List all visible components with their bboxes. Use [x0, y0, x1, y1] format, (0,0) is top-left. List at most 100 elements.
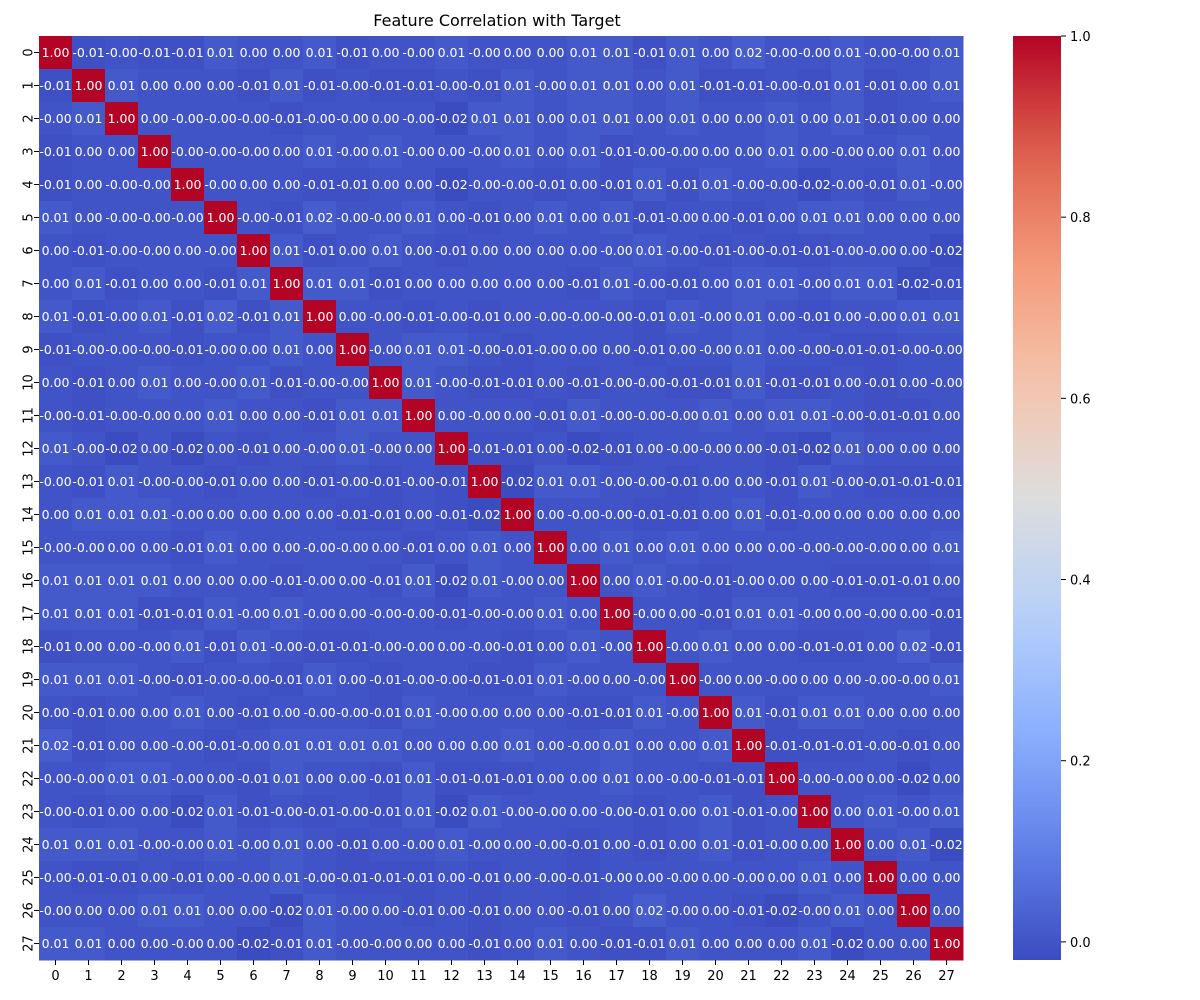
heatmap-cell — [864, 597, 898, 631]
cell-value-label: 0.01 — [108, 672, 136, 687]
cell-value-label: 1.00 — [735, 738, 763, 753]
cell-value-label: -0.00 — [72, 540, 104, 555]
cell-value-label: -0.00 — [633, 276, 665, 291]
cell-value-label: 0.01 — [669, 540, 697, 555]
heatmap-cell — [105, 762, 139, 796]
heatmap-cell — [336, 36, 370, 70]
cell-value-label: 0.01 — [669, 45, 697, 60]
heatmap-cell — [699, 300, 733, 334]
cell-value-label: 0.00 — [339, 573, 367, 588]
heatmap-cell — [633, 201, 667, 235]
cell-value-label: 0.00 — [438, 210, 466, 225]
heatmap-cell — [171, 564, 205, 598]
heatmap-cell — [270, 300, 304, 334]
heatmap-cell — [204, 432, 238, 466]
cell-value-label: 0.01 — [438, 837, 466, 852]
cell-value-label: 0.00 — [834, 309, 862, 324]
cell-value-label: -0.01 — [765, 375, 797, 390]
heatmap-cell — [270, 828, 304, 862]
cell-value-label: 0.01 — [471, 540, 499, 555]
heatmap-cell — [237, 696, 271, 730]
cell-value-label: -0.01 — [270, 111, 302, 126]
heatmap-cell — [864, 234, 898, 268]
heatmap-cell — [72, 828, 106, 862]
cell-value-label: 0.01 — [273, 771, 301, 786]
cell-value-label: 0.00 — [603, 837, 631, 852]
heatmap-cell — [468, 894, 502, 928]
heatmap-cell — [303, 630, 337, 664]
cell-value-label: 0.01 — [75, 672, 103, 687]
cell-value-label: 1.00 — [669, 672, 697, 687]
heatmap-cell — [897, 333, 931, 367]
heatmap-cell — [666, 564, 700, 598]
heatmap-cell — [534, 894, 568, 928]
heatmap-cell — [468, 861, 502, 895]
heatmap-cell — [666, 366, 700, 400]
cell-value-label: -0.00 — [336, 144, 368, 159]
cell-value-label: 0.00 — [273, 540, 301, 555]
cell-value-label: -0.00 — [171, 738, 203, 753]
cell-value-label: 0.00 — [273, 441, 301, 456]
cell-value-label: 0.00 — [306, 507, 334, 522]
heatmap-cell — [831, 729, 865, 763]
heatmap-cell — [105, 531, 139, 565]
cell-value-label: 0.01 — [108, 606, 136, 621]
cell-value-label: 0.00 — [42, 276, 70, 291]
x-tick-label: 10 — [377, 969, 394, 984]
cell-value-label: 0.01 — [42, 210, 70, 225]
cell-value-label: -0.00 — [303, 111, 335, 126]
heatmap-cell — [534, 696, 568, 730]
cell-value-label: -0.01 — [402, 540, 434, 555]
cell-value-label: 0.00 — [933, 903, 961, 918]
cell-value-label: -0.00 — [204, 243, 236, 258]
cell-value-label: 0.01 — [768, 111, 796, 126]
heatmap-cell — [864, 399, 898, 433]
cell-value-label: 0.01 — [273, 78, 301, 93]
cell-value-label: 1.00 — [339, 342, 367, 357]
heatmap-cell — [930, 762, 964, 796]
heatmap-cell — [435, 498, 469, 532]
heatmap-cells — [39, 36, 964, 961]
heatmap-cell — [897, 630, 931, 664]
heatmap-cell — [171, 168, 205, 202]
heatmap-cell — [105, 861, 139, 895]
heatmap-cell — [468, 102, 502, 136]
cell-value-label: -0.01 — [897, 474, 929, 489]
heatmap-cell — [666, 102, 700, 136]
cell-value-label: 0.01 — [306, 276, 334, 291]
cell-value-label: 0.00 — [339, 672, 367, 687]
heatmap-cell — [534, 498, 568, 532]
heatmap-cell — [732, 432, 766, 466]
cell-value-label: 0.01 — [339, 276, 367, 291]
heatmap-cell — [468, 927, 502, 961]
heatmap-cell — [897, 762, 931, 796]
cell-value-label: 0.01 — [900, 177, 928, 192]
cell-value-label: 0.00 — [702, 45, 730, 60]
cell-value-label: -0.00 — [600, 375, 632, 390]
heatmap-cell — [765, 630, 799, 664]
heatmap-cell — [72, 36, 106, 70]
heatmap-cell — [666, 894, 700, 928]
heatmap-cell — [303, 36, 337, 70]
cell-value-label: -0.00 — [237, 870, 269, 885]
cell-value-label: -0.00 — [567, 507, 599, 522]
x-tick-label: 7 — [282, 969, 290, 984]
cell-value-label: -0.00 — [633, 606, 665, 621]
heatmap-cell — [831, 135, 865, 169]
heatmap-cell — [369, 168, 403, 202]
heatmap-cell — [732, 366, 766, 400]
heatmap-cell — [369, 300, 403, 334]
cell-value-label: -0.00 — [303, 441, 335, 456]
heatmap-cell — [72, 597, 106, 631]
heatmap-cell — [303, 201, 337, 235]
cell-value-label: -0.00 — [600, 474, 632, 489]
cell-value-label: -0.00 — [732, 573, 764, 588]
cell-value-label: 0.00 — [570, 210, 598, 225]
cell-value-label: 0.01 — [603, 111, 631, 126]
heatmap-cell — [666, 597, 700, 631]
cell-value-label: -0.00 — [303, 870, 335, 885]
heatmap-cell — [831, 201, 865, 235]
cell-value-label: 1.00 — [141, 144, 169, 159]
heatmap-cell — [567, 234, 601, 268]
heatmap-cell — [303, 795, 337, 829]
